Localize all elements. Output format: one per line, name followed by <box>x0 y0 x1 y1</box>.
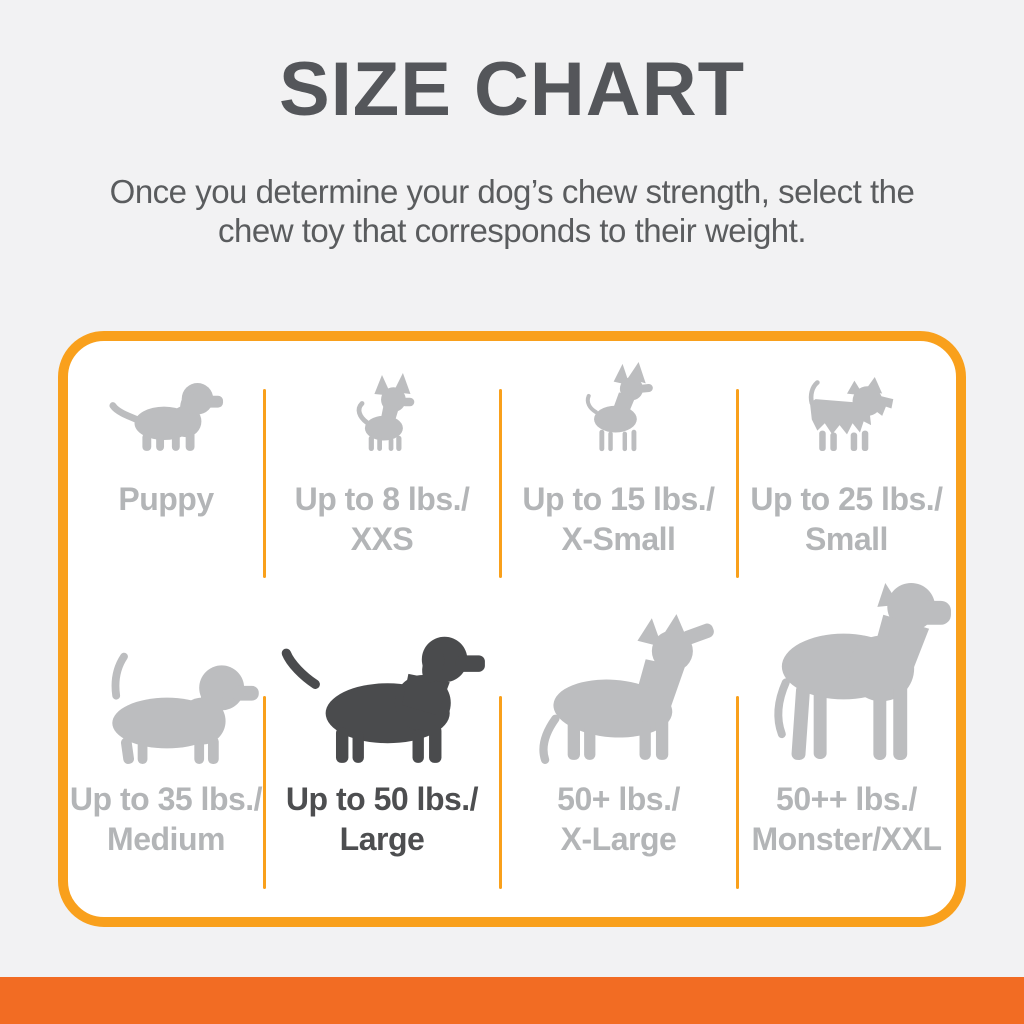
size-cell-xsmall: Up to 15 lbs./ X-Small <box>498 341 737 589</box>
size-label: 50+ lbs./ X-Large <box>557 781 680 857</box>
size-label: Up to 25 lbs./ Small <box>750 481 943 557</box>
subtitle: Once you determine your dog’s chew stren… <box>0 172 1024 250</box>
labrador-icon <box>281 636 485 763</box>
xsmall-dog-icon <box>585 362 653 452</box>
size-cell-large: Up to 50 lbs./ Large <box>262 589 500 917</box>
size-chart-panel: Puppy <box>58 331 966 927</box>
size-cell-puppy: Puppy <box>68 341 264 589</box>
subtitle-line-2: chew toy that corresponds to their weigh… <box>218 212 807 249</box>
beagle-icon <box>111 652 259 765</box>
size-label: Up to 15 lbs./ X-Small <box>522 481 715 557</box>
size-cell-medium: Up to 35 lbs./ Medium <box>68 589 264 917</box>
footer-accent-bar <box>0 977 1024 1024</box>
subtitle-line-1: Once you determine your dog’s chew stren… <box>109 173 915 210</box>
puppy-icon <box>109 383 224 451</box>
size-cell-monster: 50++ lbs./ Monster/XXL <box>735 582 956 917</box>
size-cell-xxs: Up to 8 lbs./ XXS <box>262 341 500 589</box>
chihuahua-icon <box>356 373 415 451</box>
size-cell-small: Up to 25 lbs./ Small <box>735 341 956 589</box>
shepherd-icon <box>538 614 714 764</box>
size-label-highlighted: Up to 50 lbs./ Large <box>285 781 479 857</box>
terrier-icon <box>808 376 893 452</box>
size-cell-xlarge: 50+ lbs./ X-Large <box>498 589 737 917</box>
size-label: Up to 8 lbs./ XXS <box>294 481 470 557</box>
size-grid: Puppy <box>68 341 956 917</box>
size-label: Puppy <box>118 481 214 517</box>
size-label: Up to 35 lbs./ Medium <box>69 781 263 857</box>
size-label: 50++ lbs./ Monster/XXL <box>751 781 942 857</box>
great-dane-icon <box>773 582 951 761</box>
page-title: SIZE CHART <box>279 47 745 132</box>
